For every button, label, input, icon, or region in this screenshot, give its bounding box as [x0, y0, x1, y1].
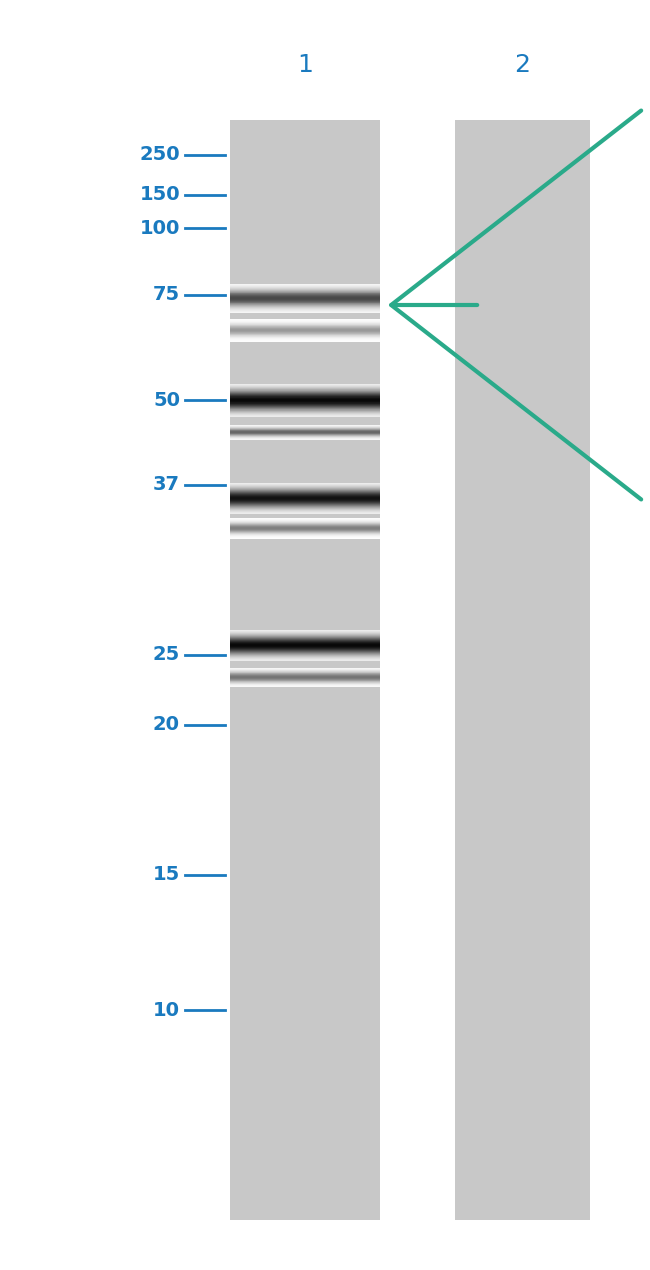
Text: 25: 25: [153, 645, 180, 664]
Text: 37: 37: [153, 475, 180, 494]
Bar: [455, 119, 590, 1220]
Text: 50: 50: [153, 390, 180, 409]
Bar: [230, 119, 380, 1220]
Text: 1: 1: [297, 53, 313, 77]
Text: 150: 150: [139, 185, 180, 204]
Text: 15: 15: [153, 865, 180, 884]
Text: 250: 250: [139, 146, 180, 165]
Text: 2: 2: [514, 53, 530, 77]
Text: 100: 100: [140, 218, 180, 237]
Text: 20: 20: [153, 715, 180, 734]
Text: 75: 75: [153, 286, 180, 305]
Text: 10: 10: [153, 1001, 180, 1020]
